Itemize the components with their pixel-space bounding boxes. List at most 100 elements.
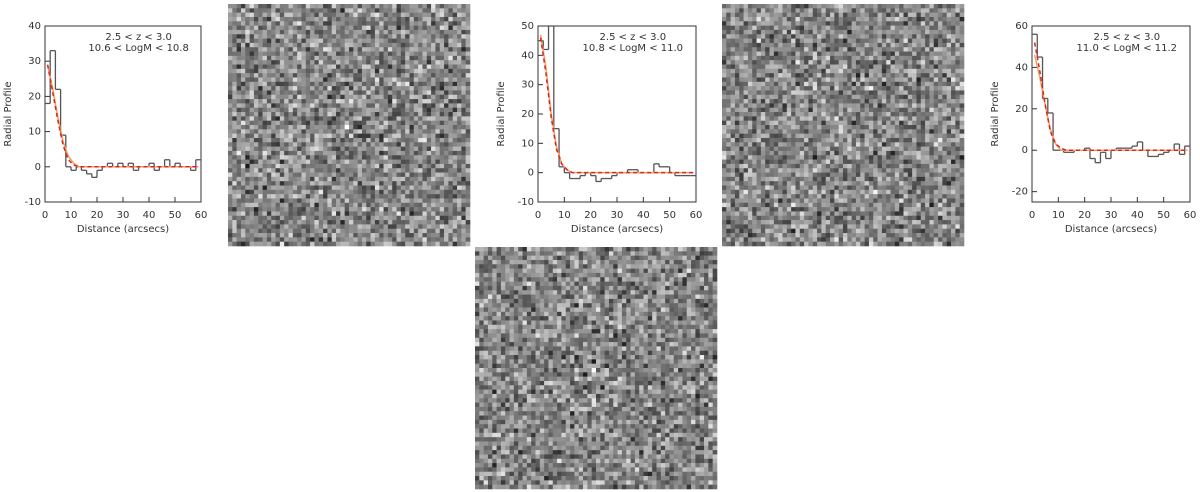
- pixel: [340, 215, 345, 221]
- pixel: [426, 55, 432, 61]
- pixel: [812, 155, 818, 160]
- pixel: [288, 211, 294, 217]
- pixel: [418, 224, 423, 230]
- pixel: [799, 86, 805, 91]
- pixel: [795, 99, 801, 104]
- pixel: [405, 103, 410, 109]
- pixel: [366, 176, 371, 182]
- pixel: [271, 42, 276, 48]
- pixel: [349, 12, 354, 18]
- pixel: [812, 8, 818, 13]
- pixel: [795, 202, 801, 208]
- pixel: [413, 60, 419, 65]
- pixel: [812, 86, 818, 91]
- pixel: [804, 94, 809, 100]
- pixel: [426, 198, 432, 204]
- pixel: [435, 68, 441, 74]
- pixel: [387, 189, 393, 195]
- pixel: [379, 8, 384, 13]
- pixel: [752, 29, 757, 35]
- pixel: [353, 237, 358, 242]
- pixel: [232, 29, 237, 35]
- pixel: [773, 64, 779, 70]
- pixel: [817, 120, 822, 126]
- pixel: [769, 233, 775, 238]
- pixel: [279, 8, 285, 13]
- pixel: [431, 172, 436, 178]
- pixel: [817, 211, 822, 217]
- pixel: [271, 60, 276, 65]
- pixel: [747, 189, 753, 195]
- pixel: [413, 142, 419, 147]
- pixel: [726, 34, 731, 39]
- pixel: [374, 68, 380, 74]
- pixel: [726, 125, 731, 130]
- pixel: [409, 163, 415, 169]
- pixel: [838, 181, 844, 186]
- pixel: [448, 155, 454, 160]
- pixel: [336, 60, 341, 65]
- pixel: [245, 202, 250, 208]
- pixel: [786, 181, 792, 186]
- pixel: [284, 64, 289, 70]
- pixel: [812, 211, 818, 217]
- pixel: [232, 34, 237, 39]
- pixel: [752, 42, 757, 48]
- pixel: [778, 176, 783, 182]
- pixel: [305, 150, 311, 156]
- pixel: [426, 207, 432, 212]
- pixel: [791, 112, 796, 117]
- pixel: [795, 90, 801, 96]
- pixel: [782, 29, 788, 35]
- pixel: [448, 103, 454, 109]
- pixel: [284, 189, 289, 195]
- pixel: [448, 168, 454, 173]
- pixel: [292, 146, 298, 152]
- pixel: [340, 198, 345, 204]
- pixel: [769, 150, 775, 156]
- pixel: [409, 4, 415, 9]
- pixel: [830, 55, 835, 61]
- pixel: [734, 129, 740, 134]
- pixel: [413, 94, 419, 100]
- pixel: [379, 4, 384, 9]
- pixel: [323, 68, 328, 74]
- pixel: [392, 142, 397, 147]
- pixel: [331, 116, 337, 121]
- pixel: [855, 16, 861, 22]
- pixel: [292, 159, 298, 165]
- pixel: [435, 25, 441, 31]
- pixel: [327, 125, 333, 130]
- pixel: [782, 125, 788, 130]
- pixel: [457, 103, 462, 109]
- pixel: [838, 237, 844, 242]
- pixel: [353, 47, 358, 52]
- pixel: [396, 211, 402, 217]
- pixel: [843, 198, 848, 204]
- pixel: [232, 181, 237, 186]
- pixel: [812, 150, 818, 156]
- pixel: [357, 38, 363, 44]
- pixel: [448, 120, 454, 126]
- pixel: [864, 47, 870, 52]
- pixel: [439, 129, 445, 134]
- pixel: [374, 55, 380, 61]
- pixel: [336, 233, 341, 238]
- pixel: [452, 4, 458, 9]
- pixel: [327, 211, 333, 217]
- pixel: [400, 8, 406, 13]
- pixel: [457, 21, 462, 26]
- pixel: [726, 90, 731, 96]
- pixel: [825, 34, 831, 39]
- pixel: [730, 47, 736, 52]
- pixel: [452, 90, 458, 96]
- pixel: [465, 8, 471, 13]
- pixel: [240, 215, 246, 221]
- pixel: [366, 228, 371, 234]
- pixel: [769, 8, 775, 13]
- pixel: [465, 68, 471, 74]
- pixel: [275, 172, 281, 178]
- pixel: [795, 64, 801, 70]
- pixel: [756, 94, 762, 100]
- pixel: [327, 202, 333, 208]
